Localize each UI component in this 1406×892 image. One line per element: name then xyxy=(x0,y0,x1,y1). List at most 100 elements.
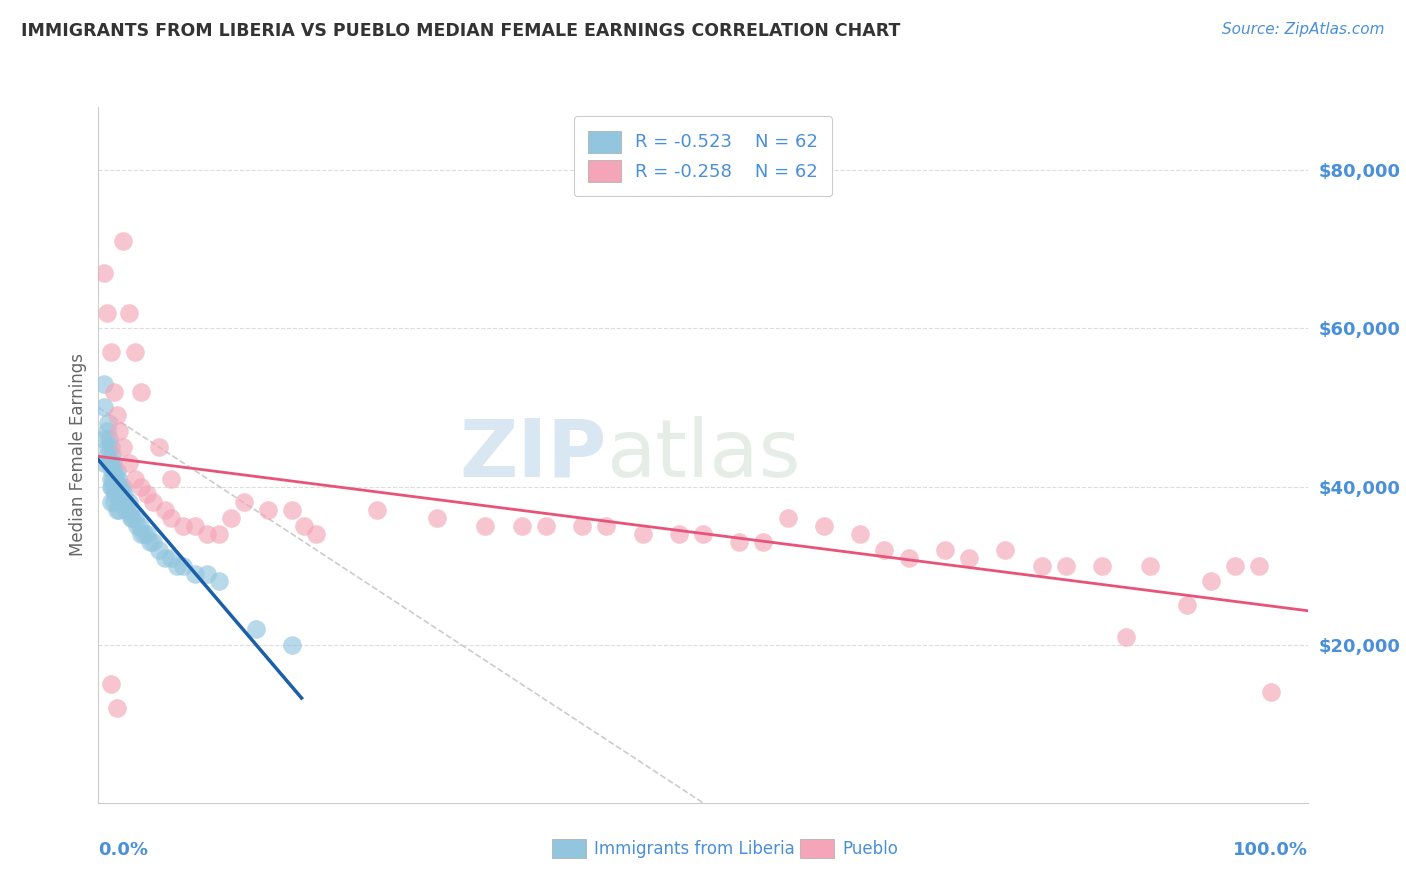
Point xyxy=(107,487,129,501)
Point xyxy=(101,456,124,470)
Text: Immigrants from Liberia: Immigrants from Liberia xyxy=(595,839,794,858)
Point xyxy=(118,305,141,319)
Point xyxy=(474,519,496,533)
Y-axis label: Median Female Earnings: Median Female Earnings xyxy=(69,353,87,557)
Point xyxy=(115,503,138,517)
Point xyxy=(292,519,315,533)
Point xyxy=(96,305,118,319)
Point xyxy=(97,440,120,454)
Point xyxy=(1115,630,1137,644)
Point xyxy=(184,519,207,533)
Point xyxy=(121,511,143,525)
Point xyxy=(1175,598,1198,612)
Point xyxy=(100,677,122,691)
Point xyxy=(1223,558,1246,573)
Point xyxy=(208,574,231,589)
Point xyxy=(100,495,122,509)
Point xyxy=(281,638,304,652)
Point xyxy=(897,550,920,565)
FancyBboxPatch shape xyxy=(551,839,586,858)
Point xyxy=(108,495,131,509)
Point xyxy=(184,566,207,581)
Point xyxy=(114,495,136,509)
Point xyxy=(426,511,449,525)
Point xyxy=(105,464,128,478)
Point xyxy=(366,503,388,517)
Point xyxy=(103,495,125,509)
Point xyxy=(148,542,170,557)
Point xyxy=(668,527,690,541)
Point xyxy=(1054,558,1077,573)
Point xyxy=(96,448,118,462)
Point xyxy=(111,235,134,249)
Point xyxy=(120,511,142,525)
Text: IMMIGRANTS FROM LIBERIA VS PUEBLO MEDIAN FEMALE EARNINGS CORRELATION CHART: IMMIGRANTS FROM LIBERIA VS PUEBLO MEDIAN… xyxy=(21,22,900,40)
Point xyxy=(105,479,128,493)
Point xyxy=(124,472,146,486)
Point xyxy=(195,566,218,581)
Point xyxy=(281,503,304,517)
Point xyxy=(172,519,194,533)
Point xyxy=(128,519,150,533)
Point xyxy=(160,550,183,565)
Point xyxy=(153,550,176,565)
Point xyxy=(631,527,654,541)
Point xyxy=(994,542,1017,557)
Point xyxy=(100,345,122,359)
Point xyxy=(105,503,128,517)
Point xyxy=(100,448,122,462)
Point xyxy=(166,558,188,573)
Point xyxy=(571,519,593,533)
Legend: R = -0.523    N = 62, R = -0.258    N = 62: R = -0.523 N = 62, R = -0.258 N = 62 xyxy=(574,116,832,196)
Point xyxy=(160,511,183,525)
Text: Pueblo: Pueblo xyxy=(842,839,898,858)
Point xyxy=(873,542,896,557)
Text: ZIP: ZIP xyxy=(458,416,606,494)
Point xyxy=(134,527,156,541)
Point xyxy=(1260,685,1282,699)
Point xyxy=(104,487,127,501)
Text: atlas: atlas xyxy=(606,416,800,494)
Point xyxy=(1031,558,1053,573)
Point xyxy=(118,495,141,509)
Point xyxy=(813,519,835,533)
Point xyxy=(108,424,131,438)
Point xyxy=(98,456,121,470)
Point xyxy=(957,550,980,565)
Point xyxy=(139,535,162,549)
Point xyxy=(195,527,218,541)
Point xyxy=(129,527,152,541)
Point xyxy=(118,456,141,470)
Point xyxy=(129,384,152,399)
Point xyxy=(100,472,122,486)
Point xyxy=(97,417,120,431)
Point xyxy=(96,424,118,438)
Point xyxy=(93,376,115,391)
Point xyxy=(108,503,131,517)
Point xyxy=(93,266,115,280)
Point xyxy=(110,487,132,501)
Point xyxy=(93,456,115,470)
Point xyxy=(934,542,956,557)
Point xyxy=(107,472,129,486)
Point xyxy=(100,440,122,454)
Point xyxy=(108,479,131,493)
Point xyxy=(728,535,751,549)
Point xyxy=(256,503,278,517)
Point xyxy=(100,479,122,493)
Point xyxy=(305,527,328,541)
Point xyxy=(1249,558,1271,573)
Point xyxy=(752,535,775,549)
Point xyxy=(1199,574,1222,589)
Point xyxy=(118,503,141,517)
Point xyxy=(98,432,121,446)
Point xyxy=(104,472,127,486)
Point xyxy=(101,472,124,486)
Point xyxy=(100,464,122,478)
Point xyxy=(105,409,128,423)
FancyBboxPatch shape xyxy=(800,839,834,858)
Text: Source: ZipAtlas.com: Source: ZipAtlas.com xyxy=(1222,22,1385,37)
Point xyxy=(124,345,146,359)
Point xyxy=(153,503,176,517)
Point xyxy=(135,487,157,501)
